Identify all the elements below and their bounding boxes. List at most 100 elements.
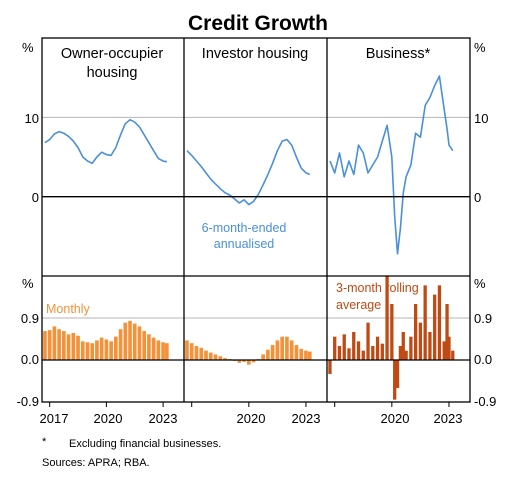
bar-panel1-13: [104, 339, 109, 360]
x-tick-panel2-2020: 2020: [237, 411, 266, 426]
y-tick-top-right-10: 10: [474, 111, 488, 126]
bar-panel1-16: [118, 329, 123, 360]
bar-panel1-6: [71, 332, 76, 360]
bar-panel3-13: [390, 304, 394, 360]
bar-panel1-3: [57, 329, 61, 360]
unit-label-top-left: %: [22, 40, 34, 55]
bar-panel1-12: [99, 337, 104, 360]
x-tick-panel1-2023: 2023: [149, 411, 178, 426]
bar-panel1-2: [52, 326, 57, 360]
panel-title-owner-occupier-line2: housing: [87, 65, 138, 81]
bar-panel1-10: [90, 343, 95, 360]
bar-panel3-26: [442, 341, 446, 360]
bar-panel2-22: [289, 340, 294, 360]
bar-panel2-24: [299, 348, 304, 360]
series-line-panel1: [44, 118, 168, 165]
bar-panel3-16: [398, 346, 403, 360]
bar-panel2-14: [251, 360, 256, 363]
y-tick-top-left-0: 0: [32, 190, 39, 205]
bar-panel1-23: [151, 337, 156, 360]
series-line-panel3: [329, 75, 454, 255]
panel-title-investor-housing: Investor housing: [202, 46, 308, 62]
bar-panel1-8: [80, 341, 85, 360]
bar-panel3-18: [404, 350, 408, 360]
bar-panel3-12: [385, 276, 389, 360]
bar-panel1-11: [95, 340, 99, 360]
bar-panel1-25: [161, 342, 165, 360]
bar-panel3-14: [393, 360, 397, 400]
bar-panel1-7: [76, 335, 80, 360]
bar-panel1-26: [165, 343, 169, 360]
bar-panel2-8: [223, 358, 227, 360]
bar-panel3-3: [342, 334, 346, 360]
y-tick-bottom-right-0.9: 0.9: [474, 311, 492, 326]
bar-panel3-19: [409, 336, 413, 360]
bar-panel2-13: [246, 360, 251, 365]
annualised-label-line2: annualised: [214, 237, 275, 251]
bar-panel3-29: [451, 350, 455, 360]
bar-panel2-6: [213, 354, 218, 360]
bar-panel2-16: [261, 354, 265, 360]
bar-panel1-24: [156, 340, 161, 360]
rolling-average-label-line1: 3-month rolling: [336, 281, 419, 295]
bar-panel3-24: [433, 294, 437, 360]
bar-panel3-21: [418, 322, 423, 360]
bar-panel2-11: [237, 360, 242, 363]
series-line-panel2: [186, 138, 311, 206]
panel-title-business: Business*: [366, 46, 431, 62]
bar-panel3-0: [328, 360, 332, 374]
bar-panel3-9: [371, 346, 375, 360]
bar-panel3-10: [375, 336, 380, 360]
bar-panel3-7: [361, 350, 365, 360]
y-tick-bottom-left-0.0: 0.0: [21, 352, 39, 367]
bar-panel1-14: [109, 341, 113, 360]
bar-panel2-7: [218, 356, 223, 360]
x-tick-panel1-2017: 2017: [40, 411, 69, 426]
bar-panel3-11: [380, 343, 384, 360]
bar-panel2-2: [194, 346, 199, 360]
footnote-text: Excluding financial businesses.: [69, 438, 221, 450]
y-tick-top-right-0: 0: [474, 190, 481, 205]
x-tick-panel2-2023: 2023: [292, 411, 321, 426]
chart-title: Credit Growth: [188, 12, 328, 35]
bar-panel3-5: [352, 332, 356, 360]
bar-panel2-0: [185, 340, 189, 360]
bar-panel3-17: [401, 332, 405, 360]
plot-frame: [41, 37, 471, 403]
y-tick-bottom-left-0.9: 0.9: [21, 311, 39, 326]
bar-panel1-19: [132, 323, 137, 360]
bar-panel1-21: [142, 331, 147, 360]
rolling-average-label-line2: average: [336, 298, 381, 312]
sources-note: Sources: APRA; RBA.: [42, 457, 150, 469]
y-tick-bottom-right--0.9: -0.9: [474, 394, 496, 409]
y-tick-top-left-10: 10: [25, 111, 39, 126]
bar-panel1-1: [47, 330, 52, 360]
bar-panel3-1: [333, 336, 337, 360]
bar-panel3-27: [445, 304, 449, 360]
bar-panel2-19: [275, 340, 280, 360]
bar-panel3-25: [437, 285, 442, 360]
bar-panel2-26: [307, 351, 312, 360]
bar-panel1-17: [123, 322, 128, 360]
bar-panel1-9: [85, 342, 90, 360]
bar-panel2-3: [199, 347, 204, 360]
monthly-label: Monthly: [46, 302, 91, 316]
bar-panel1-5: [66, 334, 71, 360]
bar-panel3-6: [356, 341, 361, 360]
bar-panel3-23: [428, 332, 432, 360]
x-tick-panel1-2020: 2020: [94, 411, 123, 426]
bar-panel1-4: [62, 331, 66, 360]
unit-label-bottom-left: %: [22, 276, 34, 291]
bar-panel1-18: [128, 320, 132, 360]
x-tick-panel3-2020: 2020: [381, 411, 410, 426]
bar-panel1-15: [114, 336, 118, 360]
y-tick-bottom-left--0.9: -0.9: [17, 394, 39, 409]
bar-panel3-22: [423, 285, 427, 360]
bar-panel2-17: [266, 349, 270, 360]
bar-panel1-0: [43, 331, 47, 360]
bar-panel2-23: [294, 345, 299, 360]
bar-panel3-4: [347, 348, 351, 360]
bar-panel2-25: [304, 350, 308, 360]
bar-panel3-28: [447, 336, 451, 360]
